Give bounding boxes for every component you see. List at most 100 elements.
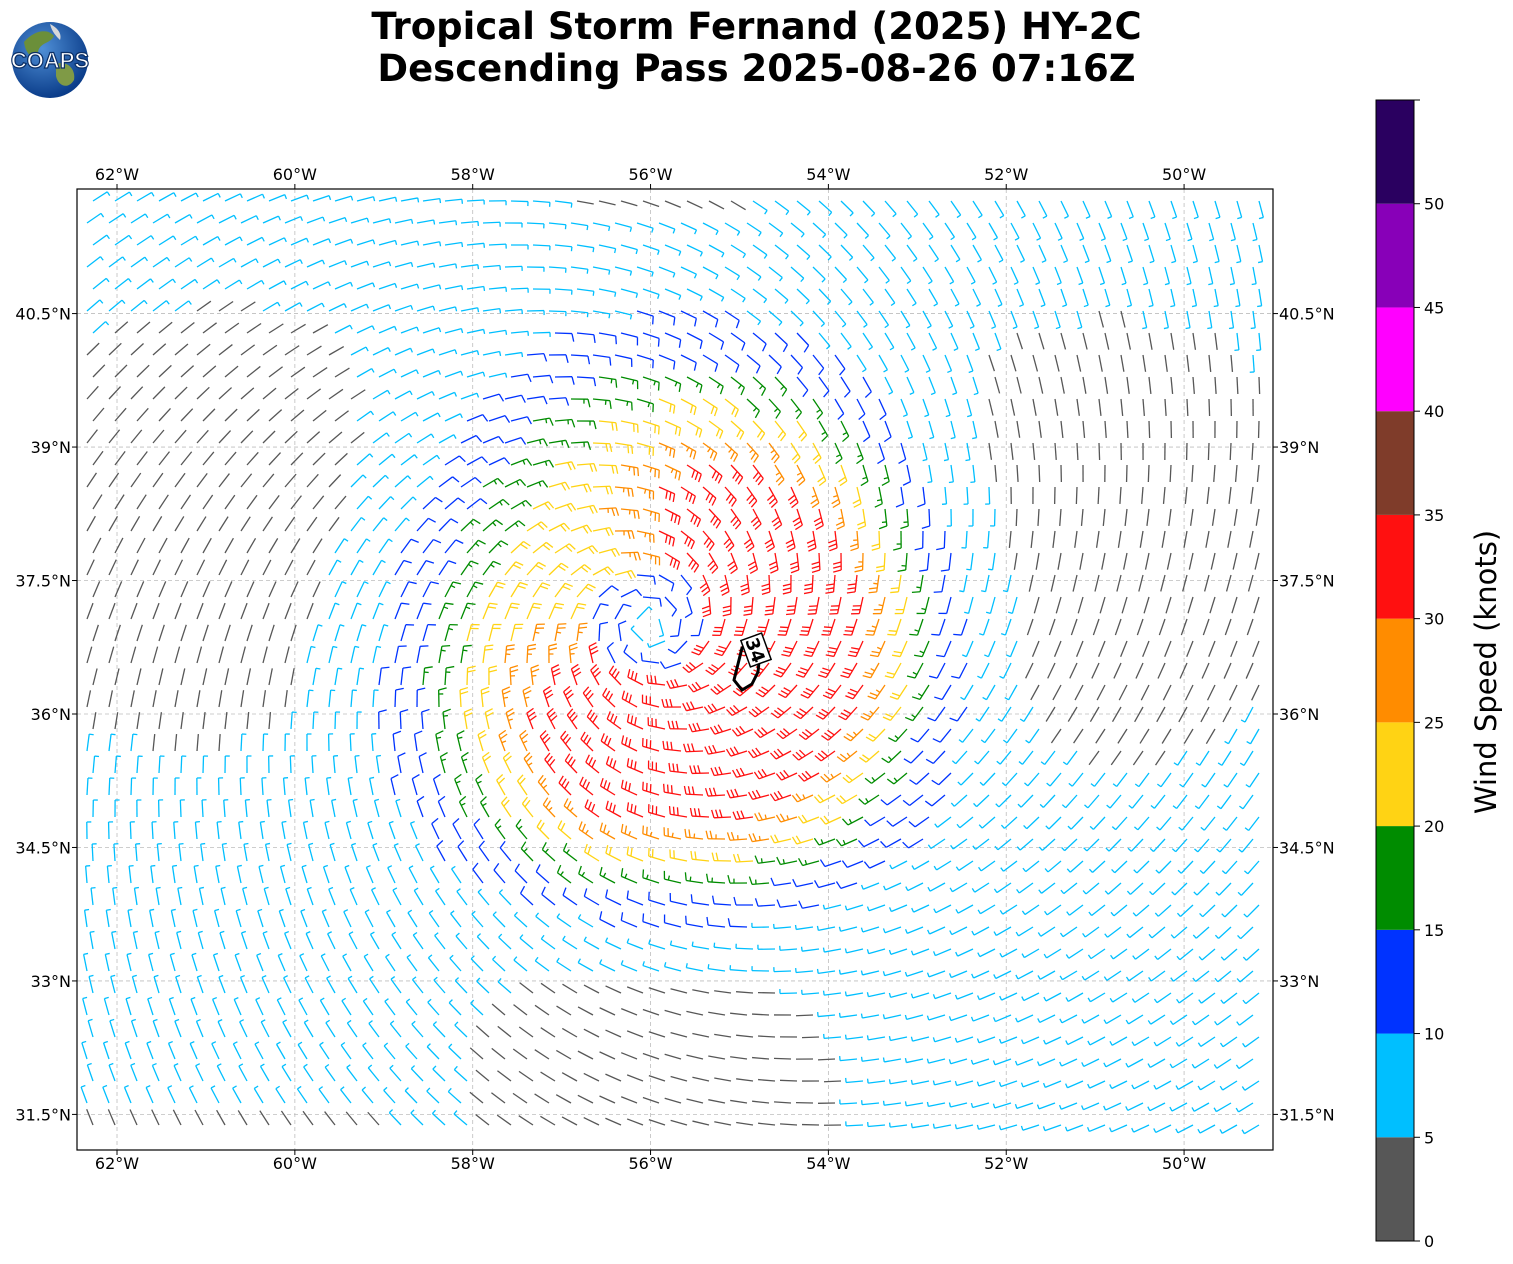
- wind-barb: [393, 843, 402, 862]
- wind-barb: [620, 779, 638, 796]
- wind-barb: [822, 990, 842, 996]
- wind-barb: [933, 574, 946, 593]
- wind-barb: [822, 947, 842, 953]
- wind-barb: [890, 574, 902, 594]
- wind-barb: [407, 909, 418, 928]
- wind-barb: [570, 602, 587, 620]
- wind-barb: [108, 1062, 116, 1082]
- wind-barb: [284, 733, 290, 752]
- wind-barb: [943, 442, 950, 462]
- wind-barb: [841, 860, 864, 868]
- wind-barb: [839, 1099, 858, 1105]
- wind-barb: [126, 952, 132, 972]
- wind-barb: [1227, 530, 1232, 548]
- wind-barb: [1257, 244, 1264, 264]
- wind-barb: [648, 891, 666, 906]
- wind-barb: [86, 821, 92, 840]
- wind-barb: [724, 266, 741, 281]
- wind-barb: [748, 706, 770, 718]
- wind-barb: [1102, 508, 1106, 526]
- wind-barb: [620, 508, 640, 519]
- wind-barb: [108, 690, 114, 708]
- wind-barb: [891, 640, 908, 658]
- wind-barb: [1210, 552, 1216, 570]
- wind-barb: [605, 1073, 622, 1082]
- wind-barb: [479, 796, 490, 818]
- wind-barb: [702, 442, 718, 461]
- wind-barb: [642, 552, 661, 566]
- wind-barb: [318, 1086, 330, 1104]
- title-line-2: Descending Pass 2025-08-26 07:16Z: [377, 47, 1136, 90]
- wind-barb: [405, 1042, 418, 1060]
- wind-barb: [944, 398, 951, 418]
- wind-barb: [775, 769, 798, 781]
- wind-barb: [1164, 222, 1171, 242]
- wind-barb: [202, 408, 216, 422]
- wind-barb: [1232, 552, 1238, 570]
- wind-barb: [686, 464, 702, 483]
- wind-barb: [884, 288, 896, 307]
- wind-barb: [354, 754, 360, 774]
- wind-barb: [1170, 200, 1178, 220]
- wind-barb: [710, 766, 732, 777]
- wind-barb: [532, 417, 554, 426]
- wind-barb: [286, 842, 292, 862]
- wind-barb: [240, 516, 251, 532]
- wind-barb: [999, 992, 1018, 1001]
- wind-barb: [1045, 816, 1062, 830]
- wind-barb: [134, 843, 141, 862]
- wind-barb: [196, 386, 210, 400]
- wind-barb: [482, 519, 504, 532]
- wind-barb: [532, 288, 551, 294]
- wind-barb: [806, 530, 817, 552]
- wind-barb: [475, 1069, 490, 1082]
- wind-barb: [482, 644, 494, 664]
- wind-barb: [216, 1063, 226, 1082]
- wind-barb: [301, 864, 308, 884]
- wind-barb: [1213, 288, 1219, 308]
- wind-barb: [620, 1096, 638, 1104]
- wind-barb: [328, 260, 348, 268]
- wind-barb: [1082, 420, 1086, 438]
- wind-barb: [790, 398, 802, 420]
- wind-barb: [394, 261, 414, 268]
- wind-barb: [944, 354, 953, 374]
- wind-barb: [1032, 310, 1040, 330]
- wind-barb: [123, 1084, 132, 1104]
- wind-barb: [394, 432, 413, 444]
- wind-barb: [1224, 618, 1232, 636]
- wind-barb: [888, 1079, 908, 1085]
- wind-barb: [202, 192, 221, 202]
- wind-barb: [152, 472, 164, 488]
- wind-barb: [1010, 398, 1016, 416]
- wind-barb: [510, 287, 529, 293]
- wind-barb: [1148, 376, 1152, 394]
- wind-barb: [1230, 640, 1238, 658]
- wind-barb: [86, 342, 100, 356]
- wind-barb: [732, 853, 754, 863]
- wind-barb: [849, 530, 859, 552]
- wind-barb: [1120, 640, 1128, 658]
- wind-barb: [1182, 574, 1188, 592]
- wind-barb: [104, 952, 110, 972]
- wind-barb: [904, 1101, 924, 1107]
- wind-barb: [791, 835, 814, 845]
- wind-barb: [598, 420, 618, 431]
- wind-barb: [345, 820, 352, 840]
- wind-barb: [284, 690, 288, 708]
- lon-tick-label-bottom: 56°W: [628, 1154, 672, 1173]
- wind-barb: [966, 552, 974, 571]
- wind-barb: [1214, 970, 1232, 983]
- wind-barb: [334, 711, 341, 730]
- wind-barb: [416, 433, 435, 444]
- wind-barb: [136, 451, 148, 466]
- wind-barb: [240, 733, 247, 752]
- wind-barb: [356, 239, 376, 246]
- wind-barb: [1117, 530, 1122, 548]
- wind-barb: [343, 909, 352, 928]
- wind-barb: [114, 581, 123, 598]
- wind-barb: [266, 798, 272, 818]
- wind-barb: [240, 215, 259, 224]
- wind-barb: [1109, 1080, 1128, 1090]
- wind-barb: [726, 705, 748, 716]
